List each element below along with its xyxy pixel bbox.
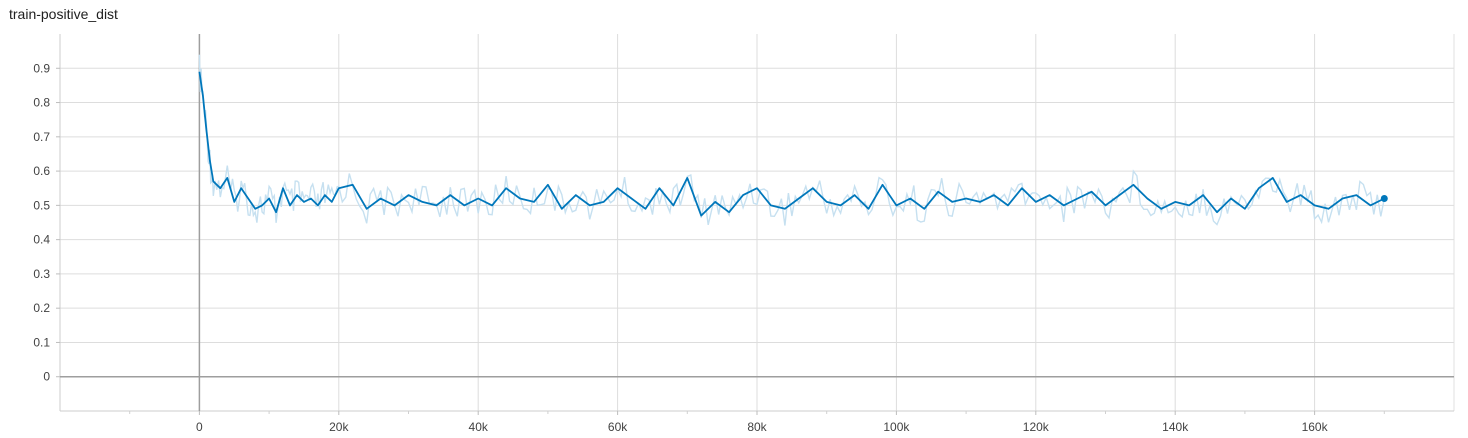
x-tick-label: 40k xyxy=(469,420,489,434)
y-tick-label: 0.7 xyxy=(33,130,50,144)
y-tick-label: 0.3 xyxy=(33,267,50,281)
y-tick-label: 0.5 xyxy=(33,198,50,212)
y-tick-label: 0.1 xyxy=(33,335,50,349)
x-tick-label: 0 xyxy=(196,420,203,434)
raw-series-line xyxy=(198,54,1385,226)
x-tick-label: 120k xyxy=(1023,420,1050,434)
series-layer xyxy=(198,54,1388,226)
tick-labels: 0 0.1 0.2 0.3 0.4 0.5 0.6 0.7 0.8 0.9 0 20k 40k 60k 80… xyxy=(33,61,1328,434)
x-tick-label: 100k xyxy=(883,420,910,434)
y-tick-label: 0.8 xyxy=(33,96,50,110)
chart-title: train-positive_dist xyxy=(9,6,118,22)
x-tick-label: 80k xyxy=(747,420,767,434)
last-value-point xyxy=(1380,195,1388,203)
grid-lines xyxy=(60,34,1454,411)
axes xyxy=(56,34,1455,415)
x-tick-label: 140k xyxy=(1162,420,1189,434)
y-tick-label: 0.9 xyxy=(33,61,50,75)
y-tick-label: 0.2 xyxy=(33,301,50,315)
x-tick-label: 160k xyxy=(1302,420,1329,434)
x-tick-label: 60k xyxy=(608,420,628,434)
y-tick-label: 0.4 xyxy=(33,233,50,247)
x-tick-label: 20k xyxy=(329,420,349,434)
smoothed-series-line xyxy=(198,71,1385,217)
y-tick-label: 0 xyxy=(43,370,50,384)
y-tick-label: 0.6 xyxy=(33,164,50,178)
